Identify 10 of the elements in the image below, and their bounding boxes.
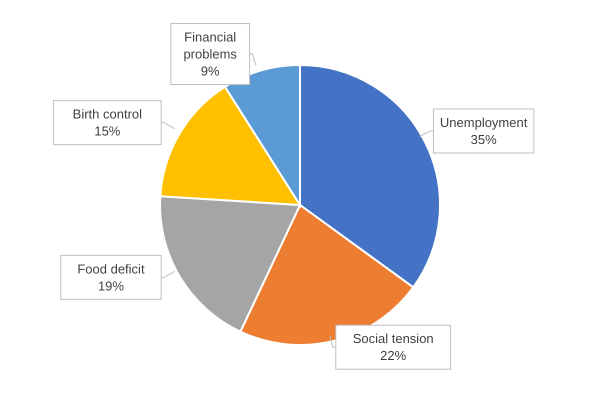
data-label: 19% [98, 278, 124, 294]
data-label: 22% [380, 348, 407, 364]
data-label: 9% [200, 64, 220, 79]
slice-label: Birth control [72, 106, 142, 122]
slice-label: Financial problems [183, 30, 238, 62]
slice-label: Unemployment [440, 114, 528, 130]
data-label: 15% [94, 124, 121, 139]
slice-label: Food deficit [77, 261, 145, 276]
data-label: 35% [470, 132, 498, 147]
slice-label: Social tension [352, 331, 434, 346]
